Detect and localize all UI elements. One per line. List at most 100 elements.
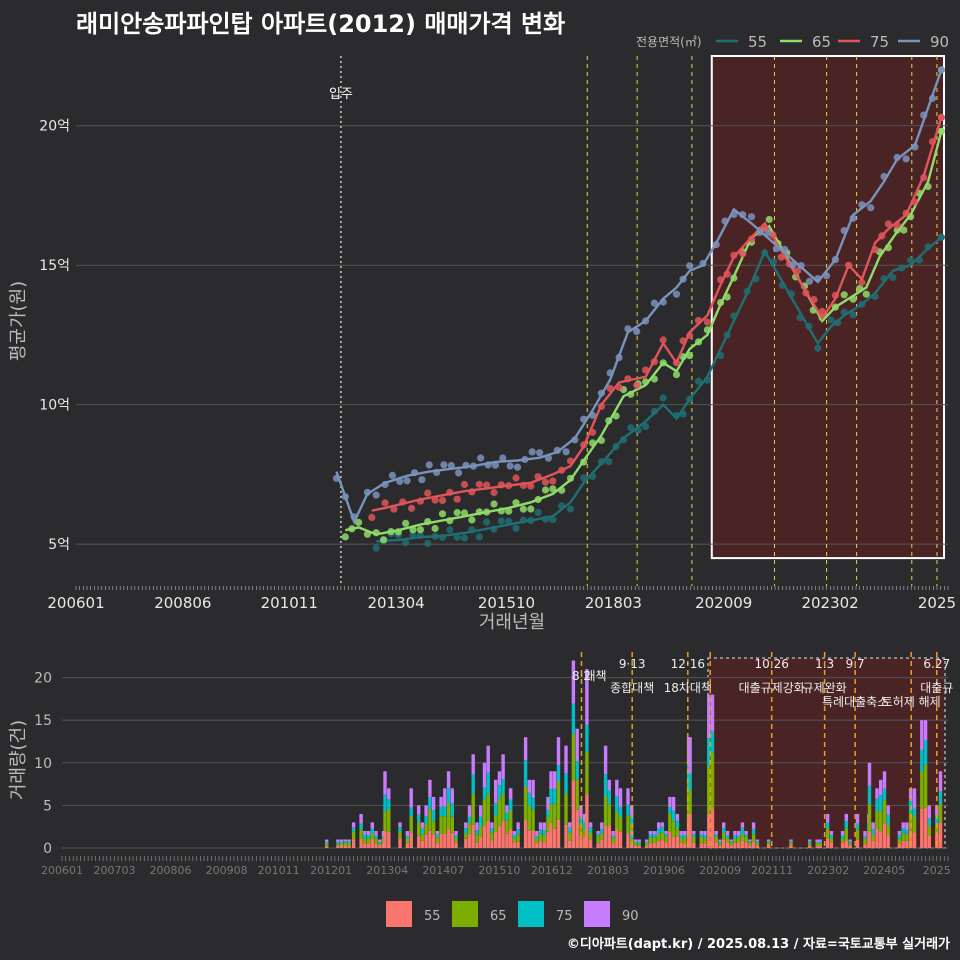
bar-segment-90 xyxy=(733,831,737,836)
bar-segment-65 xyxy=(927,826,931,836)
bar-legend-swatch-75 xyxy=(518,901,544,927)
bar-segment-90 xyxy=(420,822,425,829)
bar-segment-90 xyxy=(479,805,483,817)
data-point-90 xyxy=(797,262,805,270)
bar-segment-90 xyxy=(829,831,834,835)
bar-legend-label-55: 55 xyxy=(424,909,441,924)
bar-segment-55 xyxy=(766,845,771,848)
data-point-55 xyxy=(752,275,760,283)
bar-segment-65 xyxy=(652,837,656,843)
bar-segment-75 xyxy=(405,835,410,839)
bar-segment-55 xyxy=(387,831,391,848)
data-point-55 xyxy=(483,518,491,526)
data-point-75 xyxy=(615,383,623,391)
policy-date-label: 9·13 xyxy=(619,657,646,671)
bar-segment-65 xyxy=(575,779,579,810)
bar-segment-90 xyxy=(378,839,382,843)
bar-segment-65 xyxy=(844,828,848,841)
bar-segment-55 xyxy=(664,842,668,848)
bar-segment-55 xyxy=(359,838,363,848)
bar-segment-75 xyxy=(664,833,668,837)
bar-segment-55 xyxy=(815,846,819,848)
bar-segment-75 xyxy=(497,785,502,800)
data-point-90 xyxy=(739,211,747,219)
data-point-90 xyxy=(477,454,485,462)
bar-segment-75 xyxy=(579,816,583,824)
data-point-75 xyxy=(446,488,454,496)
bar-segment-90 xyxy=(516,822,520,830)
data-point-65 xyxy=(694,338,703,346)
bar-segment-75 xyxy=(668,807,672,814)
data-point-65 xyxy=(549,485,557,493)
bar-segment-75 xyxy=(671,810,676,822)
bar-segment-90 xyxy=(611,831,615,836)
bar-segment-65 xyxy=(431,821,436,835)
data-point-65 xyxy=(723,293,731,301)
data-point-75 xyxy=(580,441,588,449)
data-point-65 xyxy=(483,508,491,516)
bar-segment-65 xyxy=(875,811,879,829)
data-point-75 xyxy=(512,474,520,482)
bar-segment-55 xyxy=(938,822,943,848)
data-point-65 xyxy=(355,518,363,527)
bar-segment-65 xyxy=(366,838,371,844)
bar-segment-55 xyxy=(446,829,451,848)
data-point-90 xyxy=(372,491,380,499)
bar-segment-90 xyxy=(692,831,696,835)
bar-segment-75 xyxy=(637,841,641,844)
data-point-90 xyxy=(491,461,499,469)
bar-segment-55 xyxy=(467,834,472,848)
bar-segment-55 xyxy=(882,823,887,848)
bar-segment-90 xyxy=(600,822,604,830)
bar-y-tick-label: 0 xyxy=(43,841,52,857)
bar-segment-75 xyxy=(618,807,623,817)
bar-segment-75 xyxy=(428,797,432,810)
data-point-55 xyxy=(519,516,528,524)
data-point-75 xyxy=(416,497,424,505)
bar-segment-90 xyxy=(387,788,391,800)
data-point-55 xyxy=(505,517,513,525)
data-point-75 xyxy=(858,278,866,287)
bar-segment-65 xyxy=(808,843,812,846)
bar-segment-65 xyxy=(387,809,391,832)
bar-segment-55 xyxy=(901,840,905,848)
data-point-65 xyxy=(363,530,371,538)
data-point-90 xyxy=(880,172,888,181)
bar-segment-90 xyxy=(844,813,848,821)
data-point-90 xyxy=(867,204,875,212)
bar-segment-90 xyxy=(886,805,890,815)
bar-segment-55 xyxy=(607,825,611,848)
bar-segment-75 xyxy=(359,823,363,830)
bar-segment-75 xyxy=(479,816,483,827)
data-point-75 xyxy=(633,381,641,389)
data-point-75 xyxy=(777,253,785,261)
bar-x-tick-label: 202302 xyxy=(807,864,849,877)
bar-segment-65 xyxy=(751,834,756,842)
bar-segment-75 xyxy=(938,791,943,805)
data-point-90 xyxy=(650,299,659,307)
bar-segment-65 xyxy=(479,827,483,837)
y-axis-title: 평균가(원) xyxy=(8,281,29,361)
bar-segment-90 xyxy=(405,831,410,836)
data-point-90 xyxy=(764,229,772,237)
data-point-65 xyxy=(341,533,349,541)
bar-segment-55 xyxy=(516,841,520,848)
bar-segment-55 xyxy=(443,834,447,848)
data-point-65 xyxy=(372,529,380,537)
data-point-55 xyxy=(475,533,483,541)
data-point-90 xyxy=(513,463,522,471)
bar-x-tick-label: 201612 xyxy=(531,864,573,877)
data-point-90 xyxy=(937,66,946,74)
bar-x-tick-label: 201201 xyxy=(310,864,352,877)
bar-segment-55 xyxy=(450,832,454,848)
bar-y-tick-label: 10 xyxy=(34,756,52,772)
data-point-90 xyxy=(469,462,477,470)
bar-segment-55 xyxy=(405,843,410,848)
bar-segment-90 xyxy=(571,660,576,704)
bar-segment-55 xyxy=(351,839,356,848)
bar-segment-75 xyxy=(633,841,638,844)
data-point-55 xyxy=(512,524,520,532)
bar-segment-90 xyxy=(347,839,351,842)
data-point-75 xyxy=(747,235,756,243)
